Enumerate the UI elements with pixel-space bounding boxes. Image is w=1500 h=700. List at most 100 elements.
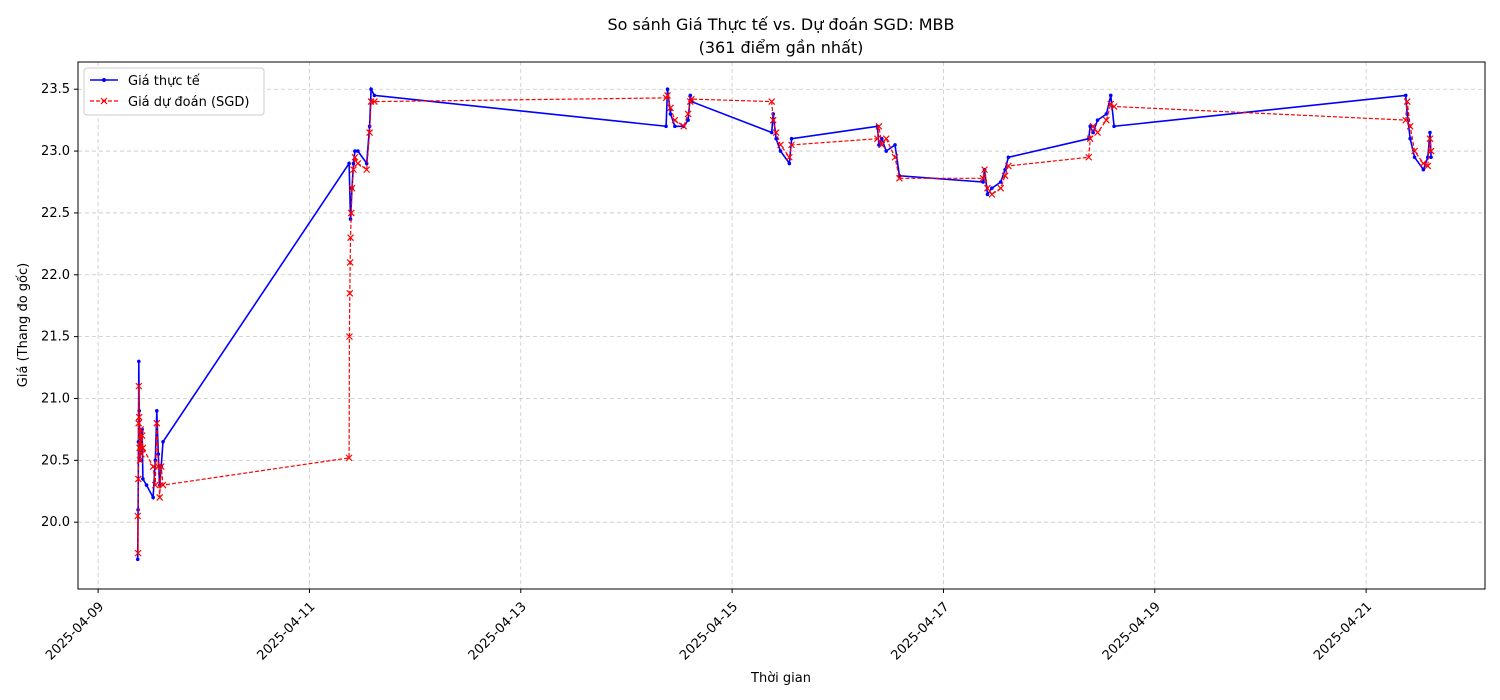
- data-point: [135, 557, 140, 562]
- data-point: [768, 98, 776, 106]
- y-tick-label: 23.5: [41, 82, 70, 97]
- data-point: [884, 149, 889, 153]
- data-point: [1086, 135, 1094, 143]
- data-point: [667, 104, 674, 112]
- data-point: [346, 258, 354, 266]
- legend-predicted-marker: [100, 97, 108, 105]
- data-point: [346, 289, 354, 297]
- data-point: [789, 136, 794, 141]
- data-point: [139, 444, 147, 452]
- data-point: [1426, 135, 1434, 143]
- data-point: [353, 149, 357, 153]
- data-point: [878, 141, 886, 149]
- data-point: [134, 475, 142, 483]
- data-point: [370, 98, 378, 106]
- data-point: [347, 234, 354, 242]
- data-point: [985, 192, 990, 197]
- data-point: [673, 124, 677, 129]
- data-point: [1006, 155, 1011, 160]
- series-line: [136, 86, 1432, 560]
- data-point: [788, 141, 795, 149]
- data-point: [1408, 136, 1412, 141]
- x-axis-label: Thời gian: [750, 671, 811, 686]
- data-point: [668, 112, 673, 116]
- legend-box: [83, 67, 265, 116]
- data-point: [1406, 122, 1414, 130]
- data-point: [1088, 124, 1093, 129]
- data-point: [137, 359, 141, 364]
- data-point: [348, 184, 356, 192]
- chart-title: So sánh Giá Thực tế vs. Dự đoán SGD: MBB: [607, 15, 954, 34]
- data-point: [372, 93, 377, 98]
- data-point: [161, 439, 165, 444]
- data-point: [687, 95, 695, 103]
- data-point: [134, 549, 142, 557]
- data-point: [680, 122, 688, 130]
- y-tick-label: 22.5: [41, 206, 70, 221]
- data-point: [151, 481, 159, 489]
- data-point: [671, 116, 679, 124]
- data-point: [1094, 129, 1101, 136]
- data-point: [1104, 112, 1109, 116]
- legend: Giá thực tế Giá dự đoán (SGD): [83, 67, 265, 116]
- data-point: [1110, 103, 1118, 110]
- data-point: [988, 190, 996, 198]
- data-point: [1089, 122, 1097, 130]
- data-point: [997, 184, 1005, 192]
- data-point: [877, 143, 881, 147]
- data-point: [873, 135, 881, 143]
- data-point: [141, 477, 145, 481]
- data-point: [1403, 98, 1411, 106]
- data-point: [1402, 116, 1410, 124]
- x-tick-label: 2025-04-13: [466, 599, 530, 663]
- legend-actual-marker: [102, 78, 106, 82]
- data-point: [1411, 147, 1418, 155]
- data-point: [1421, 167, 1426, 172]
- data-point: [1085, 153, 1093, 161]
- data-point: [990, 186, 994, 190]
- series-layer: [134, 86, 1435, 562]
- y-tick-label: 20.5: [41, 453, 70, 468]
- data-point: [893, 143, 897, 147]
- data-point: [981, 166, 988, 174]
- x-tick-label: 2025-04-11: [254, 599, 318, 663]
- data-point: [665, 87, 670, 92]
- series-line: [137, 93, 1432, 554]
- data-point: [137, 425, 145, 433]
- data-point: [1429, 155, 1433, 160]
- data-point: [785, 153, 793, 161]
- y-tick-label: 20.0: [41, 515, 70, 530]
- data-point: [891, 153, 899, 161]
- data-point: [351, 153, 359, 161]
- data-point: [1112, 124, 1116, 129]
- data-point: [1419, 160, 1427, 167]
- data-point: [981, 180, 985, 184]
- data-point: [1108, 93, 1113, 98]
- plot-area-frame: [77, 61, 1486, 590]
- y-tick-label: 21.0: [41, 391, 70, 406]
- data-point: [984, 184, 991, 192]
- data-point: [159, 481, 167, 489]
- data-point: [346, 333, 353, 341]
- data-point: [875, 122, 883, 130]
- data-point: [1403, 93, 1408, 98]
- data-point: [1095, 118, 1100, 122]
- legend-predicted-label: Giá dự đoán (SGD): [128, 95, 249, 110]
- data-point: [363, 166, 371, 174]
- grid: [78, 62, 1485, 589]
- data-point: [769, 130, 774, 135]
- data-point: [153, 419, 161, 427]
- data-point: [350, 166, 357, 174]
- data-point: [135, 413, 143, 421]
- data-point: [664, 91, 671, 99]
- data-point: [149, 463, 157, 470]
- data-point: [155, 409, 159, 413]
- data-point: [1412, 155, 1417, 160]
- data-point: [1102, 116, 1110, 124]
- y-axis-ticks: 20.0 20.5 21.0 21.5 22.0 22.5 23.0 23.5: [41, 82, 78, 530]
- data-point: [1004, 162, 1012, 170]
- y-tick-label: 22.0: [41, 268, 70, 283]
- data-point: [998, 180, 1003, 184]
- data-point: [787, 161, 792, 166]
